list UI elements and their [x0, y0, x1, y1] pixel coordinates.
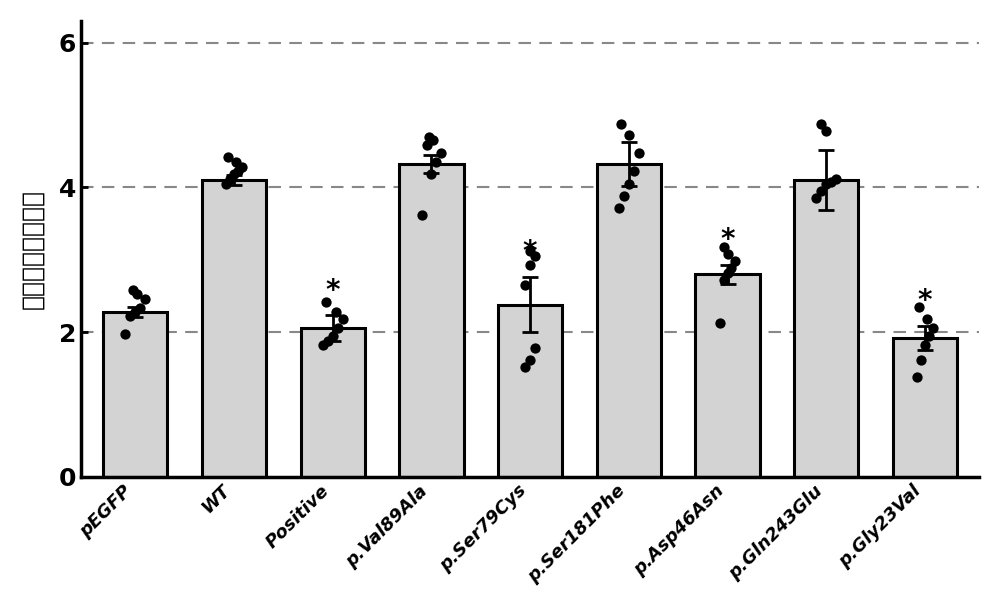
Point: [616, 191, 632, 201]
Point: [720, 268, 736, 277]
Point: [122, 311, 138, 321]
Point: [318, 297, 334, 307]
Bar: [794, 180, 858, 477]
Point: [813, 186, 829, 196]
Point: [218, 179, 234, 189]
Bar: [202, 180, 266, 477]
Point: [330, 324, 346, 333]
Point: [315, 341, 331, 350]
Point: [611, 203, 627, 212]
Bar: [893, 338, 957, 477]
Point: [522, 260, 538, 270]
Text: *: *: [918, 287, 932, 314]
Point: [720, 249, 736, 259]
Point: [421, 132, 437, 141]
Point: [320, 336, 336, 345]
Point: [813, 119, 829, 129]
Point: [517, 362, 533, 371]
Point: [727, 256, 743, 266]
Point: [909, 372, 925, 382]
Point: [335, 314, 351, 324]
Point: [621, 179, 637, 189]
Point: [818, 179, 834, 189]
Point: [712, 319, 728, 328]
Point: [716, 275, 732, 285]
Point: [823, 177, 839, 186]
Point: [414, 210, 430, 220]
Bar: [301, 328, 365, 477]
Bar: [103, 312, 167, 477]
Point: [522, 354, 538, 364]
Point: [132, 304, 148, 313]
Bar: [399, 164, 464, 477]
Point: [911, 302, 927, 311]
Point: [919, 314, 935, 324]
Bar: [597, 164, 661, 477]
Point: [129, 290, 145, 299]
Point: [117, 328, 133, 338]
Point: [527, 343, 543, 353]
Point: [125, 285, 141, 295]
Point: [425, 135, 441, 145]
Point: [631, 148, 647, 157]
Point: [522, 246, 538, 256]
Point: [818, 126, 834, 136]
Point: [917, 341, 933, 350]
Point: [808, 193, 824, 203]
Bar: [695, 274, 760, 477]
Point: [230, 166, 246, 176]
Point: [328, 307, 344, 317]
Point: [716, 242, 732, 251]
Point: [222, 174, 238, 183]
Point: [913, 354, 929, 364]
Y-axis label: 相对荧光素酥活性: 相对荧光素酥活性: [21, 189, 45, 309]
Point: [723, 263, 739, 273]
Point: [921, 331, 937, 341]
Point: [828, 174, 844, 183]
Point: [428, 157, 444, 167]
Point: [423, 169, 439, 179]
Point: [220, 152, 236, 161]
Point: [137, 294, 153, 304]
Point: [228, 157, 244, 167]
Text: *: *: [523, 238, 537, 266]
Point: [626, 166, 642, 176]
Point: [325, 331, 341, 341]
Point: [127, 307, 143, 317]
Point: [527, 251, 543, 261]
Bar: [498, 305, 562, 477]
Text: *: *: [325, 277, 340, 305]
Point: [234, 162, 250, 172]
Point: [433, 148, 449, 157]
Point: [226, 169, 242, 179]
Point: [418, 140, 434, 150]
Text: *: *: [720, 226, 735, 254]
Point: [517, 280, 533, 290]
Point: [925, 324, 941, 333]
Point: [613, 119, 629, 129]
Point: [621, 131, 637, 140]
